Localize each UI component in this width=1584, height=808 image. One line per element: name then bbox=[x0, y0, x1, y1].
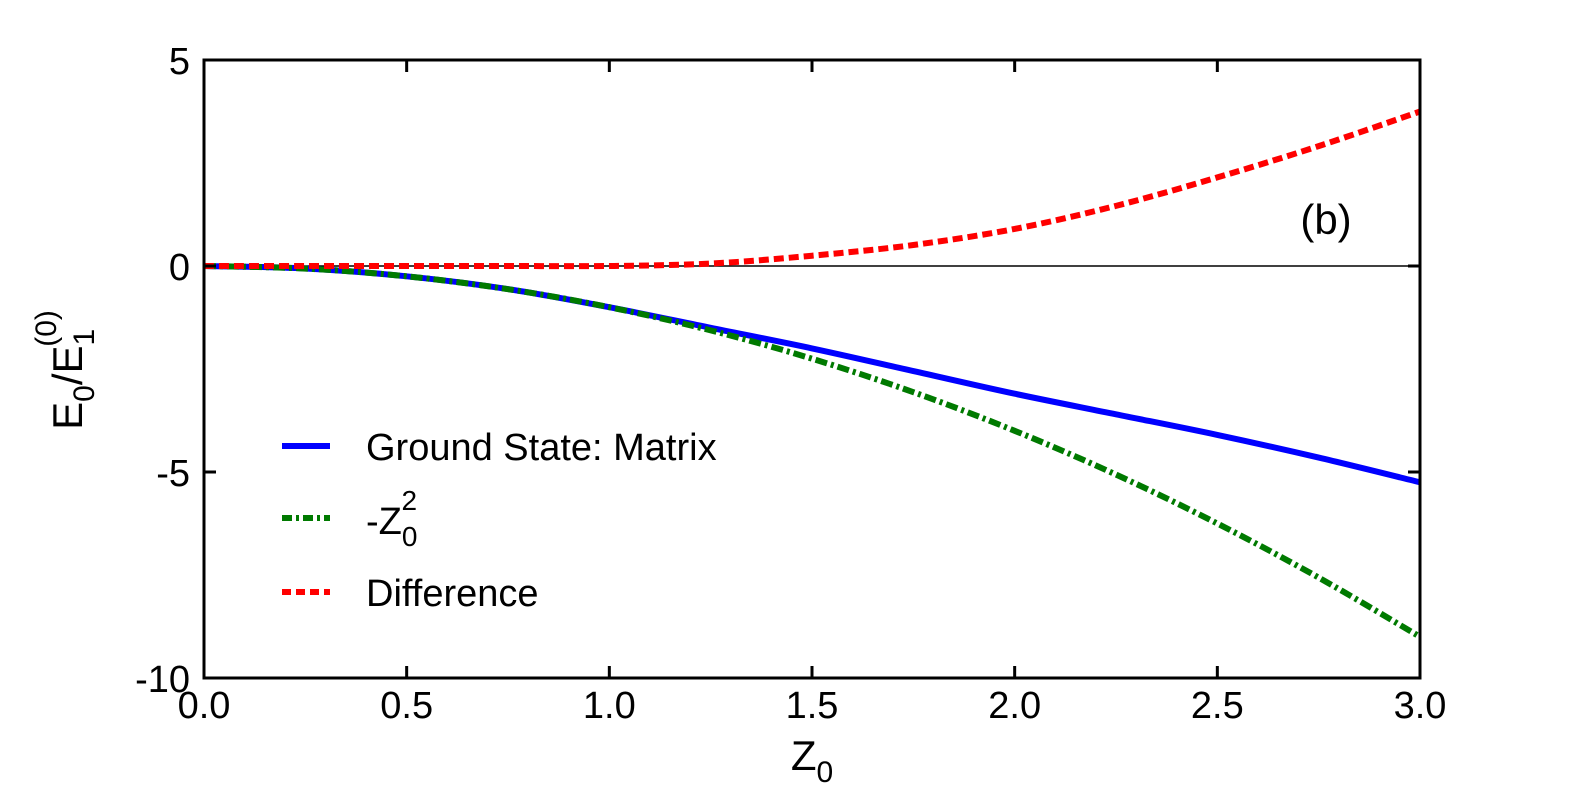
legend: Ground State: Matrix -Z0 2 Difference bbox=[282, 427, 717, 615]
legend-z-sub: 0 bbox=[402, 521, 418, 552]
x-tick-label: 2.0 bbox=[988, 685, 1041, 727]
y-label-sub1: 1 bbox=[68, 329, 101, 346]
x-tick-label: 2.5 bbox=[1191, 685, 1244, 727]
x-tick-label: 3.0 bbox=[1394, 685, 1447, 727]
series-layer bbox=[203, 108, 1422, 640]
x-tick-label: 1.0 bbox=[583, 685, 636, 727]
y-label-e0: E bbox=[44, 402, 91, 430]
y-tick-label: -5 bbox=[156, 453, 190, 495]
x-axis-label-sub: 0 bbox=[816, 756, 833, 789]
y-axis-label: E0/E1(0) bbox=[30, 310, 101, 430]
tick-layer: 0.0 0.5 1.0 1.5 2.0 2.5 3.0 5 0 -5 -10 bbox=[135, 41, 1446, 727]
x-axis-label: Z0 bbox=[791, 732, 833, 789]
panel-label: (b) bbox=[1300, 196, 1351, 243]
y-label-slash: / bbox=[44, 373, 91, 385]
x-axis-label-base: Z bbox=[791, 732, 817, 779]
series-ground-state-matrix bbox=[203, 263, 1421, 486]
legend-z-prefix: -Z bbox=[366, 501, 402, 543]
legend-z-sup: 2 bbox=[401, 485, 417, 516]
y-label-sup: (0) bbox=[30, 310, 63, 347]
legend-label-difference: Difference bbox=[366, 573, 539, 615]
y-tick-label: -10 bbox=[135, 659, 190, 701]
y-label-e1: E bbox=[44, 345, 91, 373]
series-difference bbox=[204, 108, 1421, 270]
y-label-sub0: 0 bbox=[68, 385, 101, 402]
legend-label-matrix: Ground State: Matrix bbox=[366, 427, 717, 469]
svg-text:E0/E1(0): E0/E1(0) bbox=[30, 310, 101, 430]
y-tick-label: 5 bbox=[169, 41, 190, 83]
y-tick-label: 0 bbox=[169, 247, 190, 289]
x-tick-label: 0.0 bbox=[178, 685, 231, 727]
legend-label-z-squared: -Z0 2 bbox=[366, 485, 417, 552]
x-tick-label: 0.5 bbox=[380, 685, 433, 727]
x-tick-label: 1.5 bbox=[786, 685, 839, 727]
